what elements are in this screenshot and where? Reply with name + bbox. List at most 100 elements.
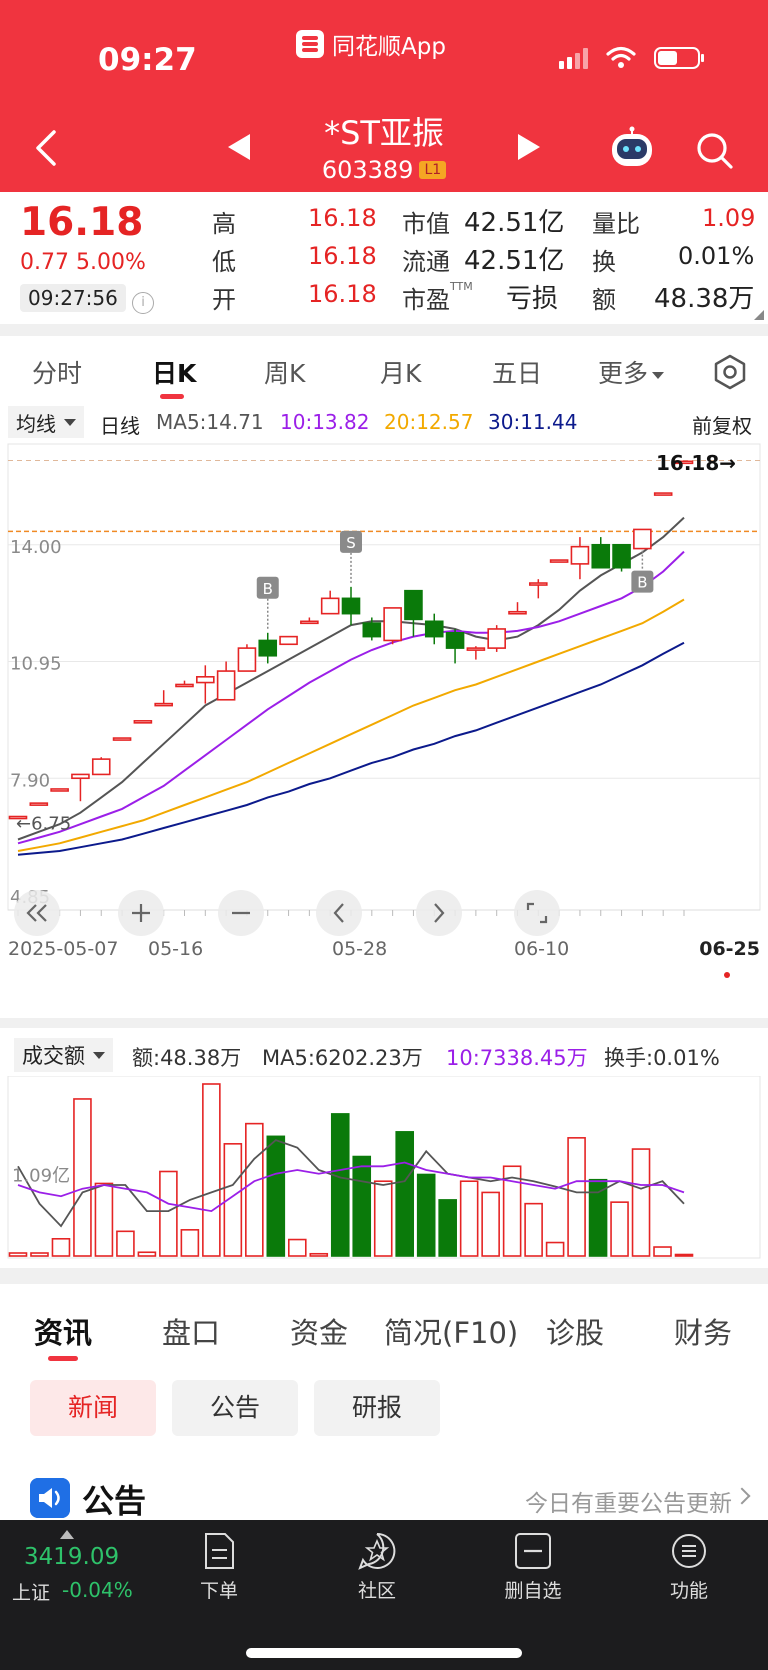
zoom-in-button[interactable] xyxy=(118,890,164,936)
candle xyxy=(175,680,194,688)
app-header: 09:27 同花顺App *ST亚振 603389 L1 xyxy=(0,0,768,192)
back-arrow-icon[interactable] xyxy=(30,128,64,168)
app-logo-icon xyxy=(296,30,324,58)
volume-selector-label: 成交额 xyxy=(22,1044,85,1068)
candle-body xyxy=(612,543,631,569)
search-icon[interactable] xyxy=(694,130,734,170)
ma-line-20 xyxy=(17,598,685,852)
volume-bar xyxy=(610,1201,629,1257)
tab-more[interactable]: 更多 xyxy=(598,354,665,390)
chart-settings-hexagon-icon[interactable] xyxy=(710,352,750,392)
chart-collapse-button[interactable] xyxy=(14,890,60,936)
tab-weekly-k[interactable]: 周K xyxy=(264,359,306,388)
candle xyxy=(8,815,28,820)
bottom-nav: 3419.09 上证 -0.04% 下单 社区 删自选 功能 xyxy=(0,1520,768,1670)
float-cap-value: 42.51亿 xyxy=(464,246,565,276)
volume-bar xyxy=(330,1113,350,1257)
nav-remove-watchlist[interactable]: 删自选 xyxy=(478,1532,588,1603)
kline-chart-area[interactable]: 17.0514.0010.957.904.85BSB16.18→←6.75202… xyxy=(0,420,768,1000)
subtab-research[interactable]: 研报 xyxy=(314,1380,440,1436)
tab-order-book[interactable]: 盘口 xyxy=(162,1316,221,1350)
tab-news-info[interactable]: 资讯 xyxy=(34,1316,93,1350)
subtab-announcements[interactable]: 公告 xyxy=(172,1380,298,1436)
volume-legend: 成交额 额:48.38万 MA5:6202.23万 10:7338.45万 换手… xyxy=(0,1036,768,1076)
chevron-right-icon[interactable] xyxy=(733,1487,751,1505)
indicator-selector-label: 均线 xyxy=(16,411,56,436)
candle xyxy=(237,644,257,672)
next-stock-button[interactable] xyxy=(518,134,540,160)
candle-body xyxy=(71,773,90,780)
candle xyxy=(529,579,548,599)
candle-body xyxy=(445,631,465,649)
volume-ratio-value: 1.09 xyxy=(702,204,756,232)
volume-bar xyxy=(223,1143,243,1257)
candle xyxy=(383,607,402,645)
volume-chart-area[interactable]: 1.09亿 xyxy=(0,1075,768,1266)
low-label: 低 xyxy=(212,248,236,276)
nav-community[interactable]: 社区 xyxy=(322,1532,432,1603)
price-change: 0.77 5.00% xyxy=(20,250,146,275)
community-star-icon xyxy=(358,1532,396,1570)
nav-community-label: 社区 xyxy=(357,1580,396,1602)
signal-label: B xyxy=(263,580,273,598)
nav-place-order[interactable]: 下单 xyxy=(164,1532,274,1603)
candle-body xyxy=(362,622,382,638)
price-adjust-toggle[interactable]: 前复权 xyxy=(692,414,752,438)
kline-y-tick-label: 14.00 xyxy=(10,537,62,558)
nav-functions[interactable]: 功能 xyxy=(634,1532,744,1603)
pan-left-button[interactable] xyxy=(316,890,362,936)
volume-indicator-selector[interactable]: 成交额 xyxy=(14,1038,113,1072)
volume-bar xyxy=(94,1182,114,1257)
tab-capital-flow[interactable]: 资金 xyxy=(290,1316,349,1350)
candle xyxy=(91,757,111,776)
volume-bar xyxy=(73,1098,92,1257)
candle xyxy=(570,537,590,580)
caret-down-icon xyxy=(652,371,665,379)
ma-line-30 xyxy=(17,641,685,856)
volume-bar xyxy=(245,1122,264,1257)
tab-monthly-k[interactable]: 月K xyxy=(380,359,422,388)
tab-intraday[interactable]: 分时 xyxy=(32,359,83,388)
prev-stock-button[interactable] xyxy=(228,134,250,160)
tab-more-label: 更多 xyxy=(598,359,649,388)
tab-daily-k[interactable]: 日K xyxy=(152,359,197,388)
high-value: 16.18 xyxy=(308,204,377,232)
ai-assistant-robot-icon[interactable] xyxy=(608,126,656,170)
candle-body xyxy=(175,683,194,688)
expand-corner-icon[interactable] xyxy=(754,310,764,320)
app-name-tag: 同花顺App xyxy=(296,28,446,60)
indicator-selector[interactable]: 均线 xyxy=(8,406,84,438)
shanghai-index-value[interactable]: 3419.09 xyxy=(24,1544,120,1570)
kline-chart[interactable]: 17.0514.0010.957.904.85BSB16.18→←6.75202… xyxy=(0,420,768,1000)
kline-y-tick-label: 17.05 xyxy=(10,440,62,441)
tab-five-day[interactable]: 五日 xyxy=(492,359,543,388)
candle-body xyxy=(29,802,49,806)
pe-label-text: 市盈 xyxy=(402,286,450,314)
info-icon[interactable]: i xyxy=(132,292,154,314)
double-chevron-left-icon xyxy=(26,904,47,922)
ma-legend: 均线 日线 MA5:14.71 10:13.82 20:12.57 30:11.… xyxy=(0,404,768,438)
subtab-news[interactable]: 新闻 xyxy=(30,1380,156,1436)
fullscreen-button[interactable] xyxy=(514,890,560,936)
candle-body xyxy=(466,647,486,651)
candle xyxy=(633,528,652,550)
tab-diagnosis[interactable]: 诊股 xyxy=(546,1316,605,1350)
x-tick-label: 05-28 xyxy=(332,938,387,960)
level-badge: L1 xyxy=(419,161,447,179)
volume-bar xyxy=(30,1252,49,1257)
volume-bar xyxy=(588,1178,608,1257)
candle-body xyxy=(133,720,153,724)
candle-body xyxy=(258,639,278,657)
candle-body xyxy=(320,597,340,615)
candle xyxy=(258,632,278,664)
volume-chart[interactable]: 1.09亿 xyxy=(0,1075,768,1266)
tab-financials[interactable]: 财务 xyxy=(674,1316,733,1350)
turnover-label: 换 xyxy=(592,248,616,276)
functions-menu-icon xyxy=(672,1534,706,1568)
tab-profile-f10[interactable]: 简况(F10) xyxy=(384,1316,519,1350)
announcement-update-link[interactable]: 今日有重要公告更新 xyxy=(525,1491,732,1517)
pan-right-button[interactable] xyxy=(416,890,462,936)
zoom-out-button[interactable] xyxy=(218,890,264,936)
index-expand-arrow-icon[interactable] xyxy=(60,1530,74,1539)
order-document-icon xyxy=(205,1533,234,1569)
